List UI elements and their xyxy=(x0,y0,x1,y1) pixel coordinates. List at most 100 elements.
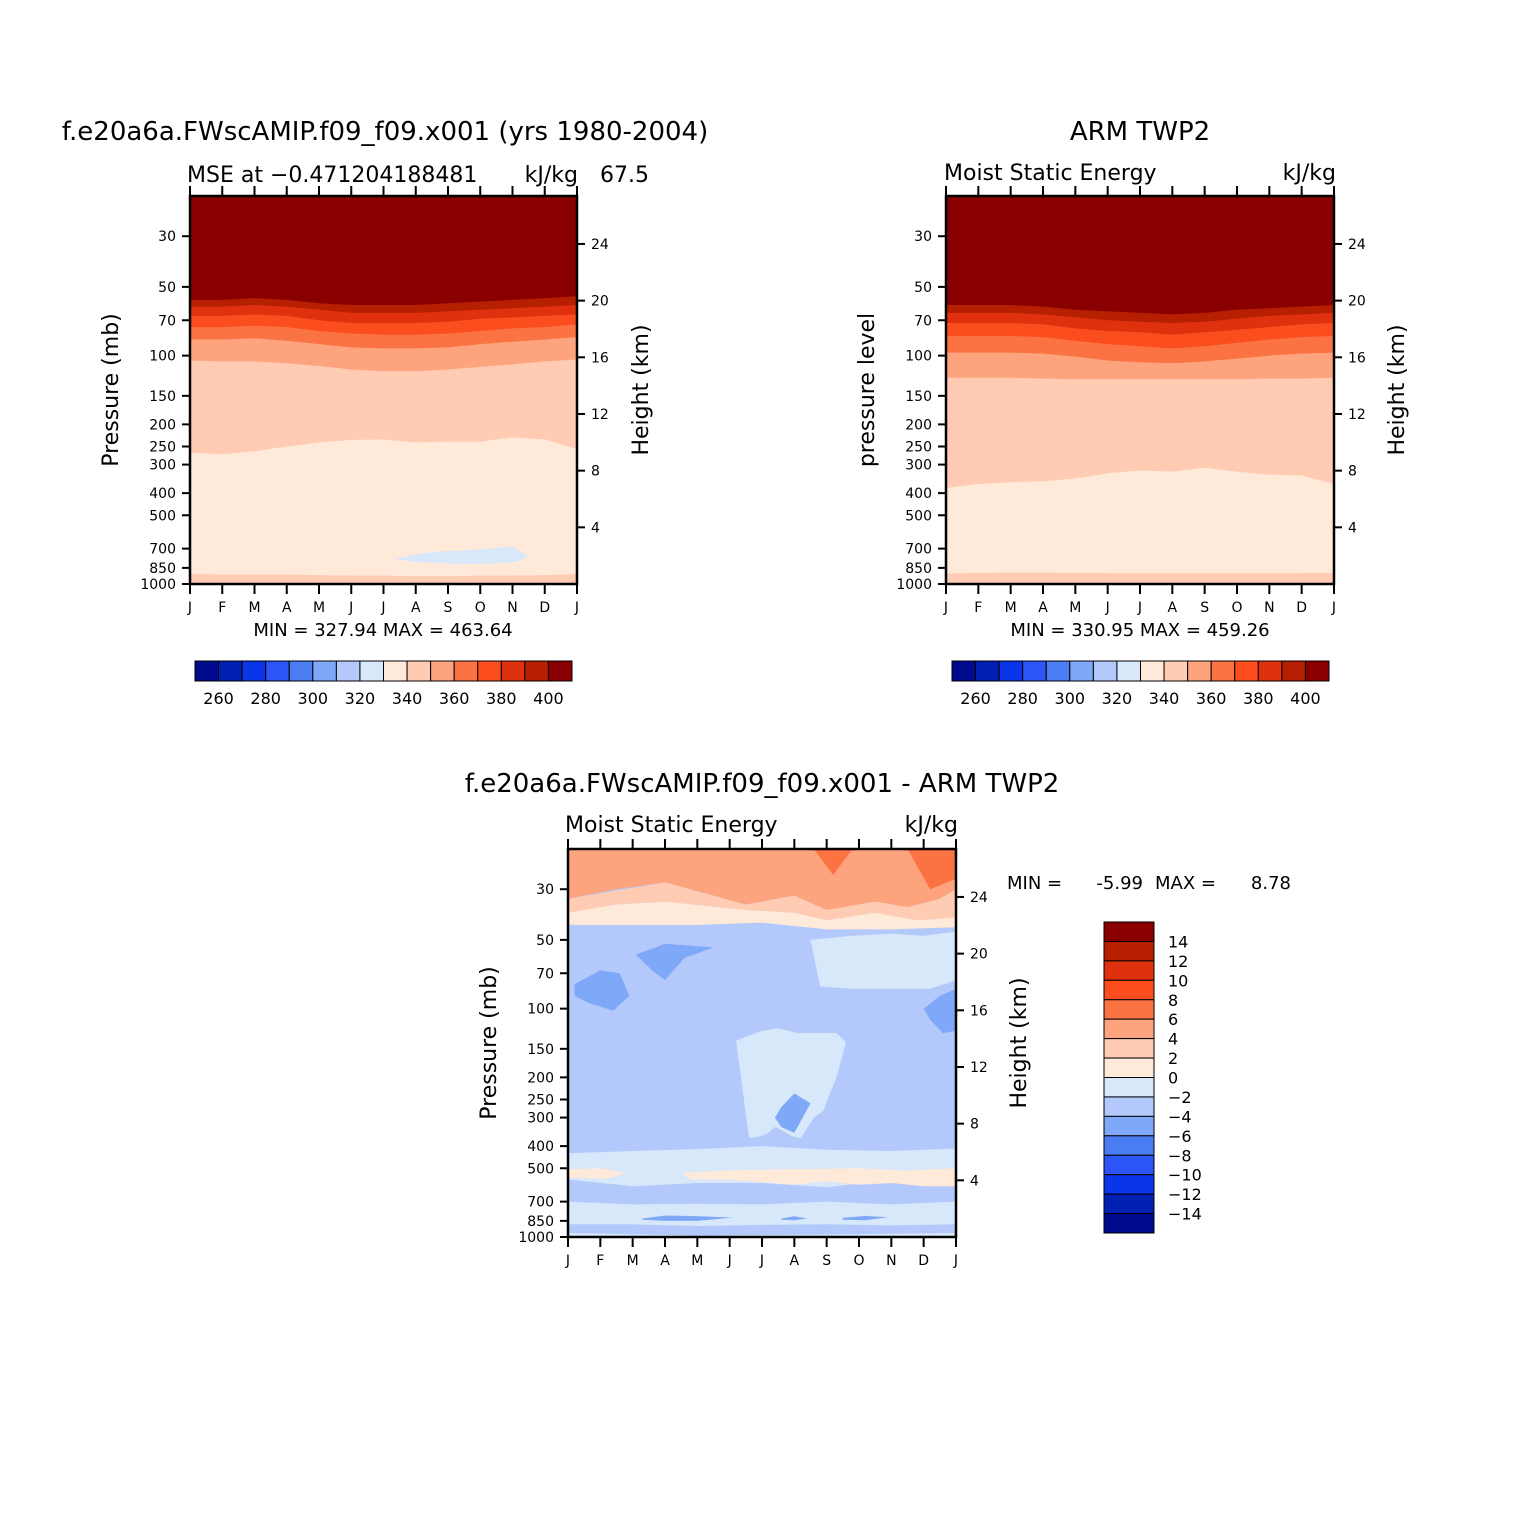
contour-region-minus6_to_4 xyxy=(642,1215,733,1221)
month-tick-label: O xyxy=(1231,600,1242,616)
month-tick-label: D xyxy=(918,1253,929,1269)
colorbar-box xyxy=(1140,660,1165,682)
panel1-ylabel: Pressure (mb) xyxy=(99,313,124,467)
colorbar-box xyxy=(1116,660,1141,682)
contour-fill-400 xyxy=(190,196,577,305)
panel3-title: f.e20a6a.FWscAMIP.f09_f09.x001 - ARM TWP… xyxy=(465,769,1060,799)
colorbar-tick-label: 260 xyxy=(960,689,991,708)
colorbar-box xyxy=(383,660,408,682)
height-tick-label: 16 xyxy=(1348,350,1366,366)
month-tick-label: F xyxy=(974,600,982,616)
panel3-min-value: -5.99 xyxy=(1096,873,1143,894)
month-tick-label: D xyxy=(1296,600,1307,616)
colorbar-box xyxy=(1187,660,1212,682)
pressure-tick-label: 850 xyxy=(149,561,176,577)
pressure-tick-label: 850 xyxy=(905,561,932,577)
panel2-colorbar: 260 280 300 320 340 360 380 400 xyxy=(951,660,1330,708)
contour-region-minus2_to_0 xyxy=(568,1201,956,1226)
month-tick-label: A xyxy=(411,600,421,616)
surface-band xyxy=(946,572,1334,584)
colorbar-box xyxy=(453,660,479,682)
height-tick-label: 16 xyxy=(970,1003,988,1019)
pressure-tick-label: 1000 xyxy=(896,577,932,593)
colorbar-tick-label: 2 xyxy=(1168,1049,1178,1068)
pressure-tick-label: 70 xyxy=(536,966,554,982)
height-tick-label: 24 xyxy=(1348,237,1366,253)
pressure-tick-label: 500 xyxy=(149,508,176,524)
panel-obs: ARM TWP2 Moist Static Energy kJ/kg 30 50 7… xyxy=(855,117,1410,708)
colorbar-box xyxy=(1103,1135,1155,1156)
colorbar-box xyxy=(1234,660,1259,682)
contour-region-minus6_to_4 xyxy=(574,970,630,1011)
colorbar-tick-label: 400 xyxy=(1290,689,1321,708)
colorbar-box xyxy=(1103,960,1155,981)
contour-blob xyxy=(394,546,529,564)
pressure-tick-label: 300 xyxy=(149,458,176,474)
colorbar-box xyxy=(1103,1193,1155,1215)
colorbar-box xyxy=(312,660,337,682)
colorbar-box xyxy=(1103,1077,1155,1098)
pressure-tick-label: 250 xyxy=(527,1093,554,1109)
height-tick-label: 12 xyxy=(970,1060,988,1076)
panel3-max-value: 8.78 xyxy=(1251,873,1291,894)
colorbar-box xyxy=(1103,1115,1155,1137)
colorbar-box xyxy=(1092,660,1118,682)
colorbar-box xyxy=(500,660,526,682)
colorbar-box xyxy=(524,660,549,682)
month-tick-label: F xyxy=(218,600,226,616)
month-tick-label: N xyxy=(886,1253,896,1269)
colorbar-box xyxy=(1103,1057,1155,1078)
contour-region-minus6_to_4 xyxy=(842,1215,889,1221)
month-tick-label: M xyxy=(1069,600,1081,616)
colorbar-box xyxy=(1103,921,1155,942)
pressure-tick-label: 200 xyxy=(905,417,932,433)
panel2-ylabel: pressure level xyxy=(855,313,880,467)
contour-region-0_to_2 xyxy=(917,1171,944,1180)
contour-region-0_to_2 xyxy=(568,901,956,930)
colorbar-box xyxy=(194,660,220,682)
height-tick-label: 20 xyxy=(1348,294,1366,310)
colorbar-tick-label: 400 xyxy=(533,689,564,708)
contour-region-2_to_4 xyxy=(568,882,956,921)
height-tick-label: 16 xyxy=(591,350,609,366)
panel3-min-label: MIN = xyxy=(1007,873,1062,894)
panel1-left-label-a: MSE at −0.471204188481 xyxy=(187,163,477,188)
colorbar-tick-label: −12 xyxy=(1168,1185,1202,1204)
colorbar-box xyxy=(951,660,977,682)
month-tick-label: D xyxy=(539,600,550,616)
panel1-title: f.e20a6a.FWscAMIP.f09_f09.x001 (yrs 1980… xyxy=(62,117,708,147)
month-tick-label: J xyxy=(348,600,353,616)
panel1-minmax: MIN = 327.94 MAX = 463.64 xyxy=(253,620,512,641)
pressure-tick-label: 500 xyxy=(527,1161,554,1177)
month-tick-label: F xyxy=(596,1253,604,1269)
colorbar-tick-label: 280 xyxy=(1007,689,1038,708)
month-tick-label: O xyxy=(853,1253,864,1269)
pressure-tick-label: 150 xyxy=(149,389,176,405)
pressure-tick-label: 700 xyxy=(527,1195,554,1211)
contour-region-minus6_to_4 xyxy=(781,1216,808,1221)
colorbar-tick-label: 380 xyxy=(1243,689,1274,708)
panel1-ylabel-right: Height (km) xyxy=(629,324,654,455)
pressure-tick-label: 30 xyxy=(914,229,932,245)
contour-region-minus6_to_4 xyxy=(635,943,714,981)
colorbar-tick-label: 360 xyxy=(439,689,470,708)
pressure-tick-label: 50 xyxy=(914,280,932,296)
colorbar-tick-label: 10 xyxy=(1168,971,1188,990)
colorbar-box xyxy=(288,660,314,682)
colorbar-tick-label: −4 xyxy=(1168,1107,1192,1126)
colorbar-tick-label: −14 xyxy=(1168,1205,1202,1224)
contour-region-6_to_8 xyxy=(813,849,853,875)
panel2-left-label: Moist Static Energy xyxy=(944,161,1157,186)
panel3-ylabel: Pressure (mb) xyxy=(477,966,502,1120)
colorbar-tick-label: 8 xyxy=(1168,991,1178,1010)
month-tick-label: O xyxy=(475,600,486,616)
pressure-tick-label: 150 xyxy=(527,1042,554,1058)
colorbar-box xyxy=(1257,660,1283,682)
contour-region-0_to_2 xyxy=(681,1168,956,1187)
colorbar-tick-label: 300 xyxy=(298,689,329,708)
panel3-units: kJ/kg xyxy=(905,813,958,838)
contour-region-0_to_2 xyxy=(820,1173,834,1179)
month-tick-label: J xyxy=(1105,600,1110,616)
month-tick-label: S xyxy=(1200,600,1209,616)
